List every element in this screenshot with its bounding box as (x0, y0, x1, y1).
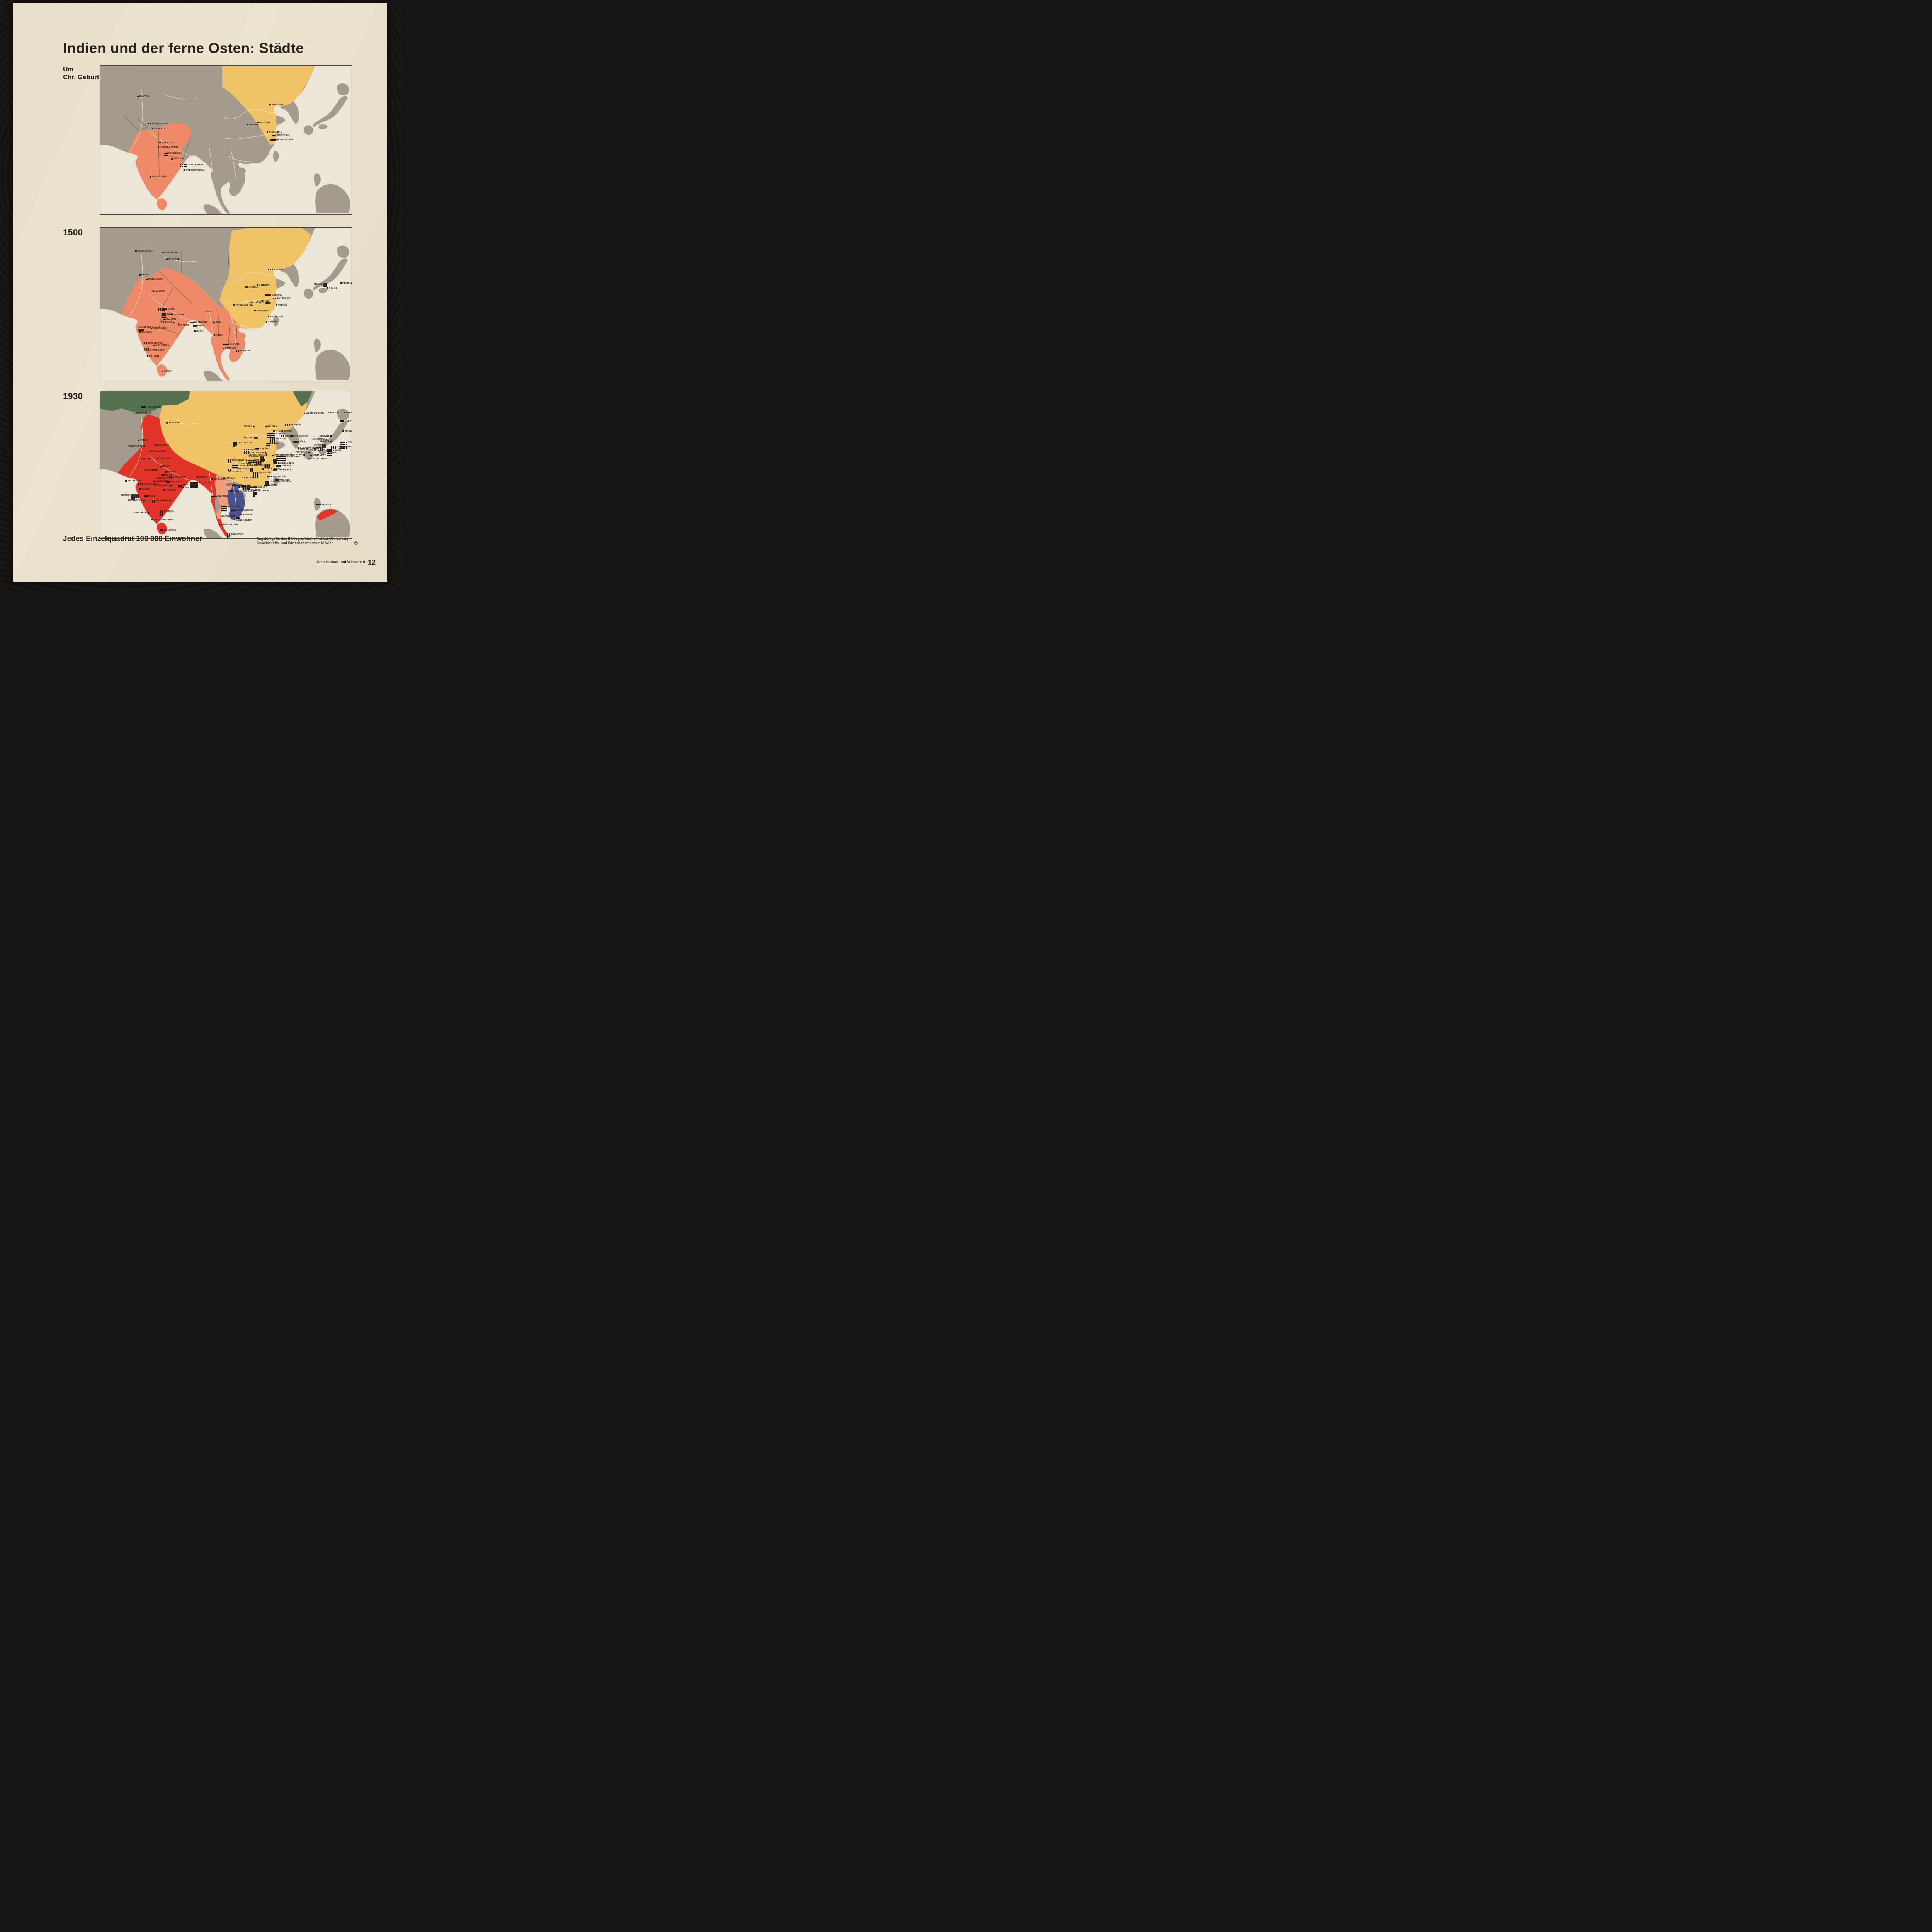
political-region (122, 267, 245, 380)
copyright-icon: © (354, 540, 358, 546)
rivers (129, 414, 277, 518)
political-region (159, 391, 308, 488)
footer-series-title: Gesellschaft und Wirtschaft (316, 560, 365, 564)
boundary-lines (123, 115, 191, 176)
paper-page: Indien und der ferne Osten: Städte Um Ch… (13, 3, 387, 582)
map-geography (100, 228, 352, 381)
map-1930: TASCHKENT SAMARKAND JARKAND WLADIWOSTOK KABU… (100, 391, 352, 539)
credits-block: Angefertigt für das Bibliographische Ins… (257, 537, 372, 546)
boundary-lines (158, 250, 238, 349)
political-region (216, 513, 230, 538)
period-label-antiquity: Um Chr. Geburt (63, 66, 99, 81)
credit-line-1: Angefertigt für das Bibliographische Ins… (257, 537, 349, 541)
page-footer: Gesellschaft und Wirtschaft 12 (316, 558, 376, 566)
atlas-plate: Indien und der ferne Osten: Städte Um Ch… (0, 0, 399, 591)
legend-caption: Jedes Einzelquadrat 100 000 Einwohner (63, 535, 202, 543)
political-region (293, 391, 312, 406)
credit-line-2: Gesellschafts- und Wirtschaftsmuseum in … (257, 541, 333, 545)
political-region (317, 509, 338, 521)
footer-page-number: 12 (367, 558, 376, 566)
political-region (157, 522, 167, 535)
map-geography (100, 391, 352, 538)
map-1500: SAMARKAND KASCHGAR JARKAND KABUL PESCHAWAR LA… (100, 227, 352, 381)
period-label-1500: 1500 (63, 227, 83, 237)
page-title: Indien und der ferne Osten: Städte (63, 40, 304, 56)
period-label-1930: 1930 (63, 391, 83, 401)
political-region (219, 228, 311, 330)
political-region (117, 414, 219, 524)
map-geography (100, 66, 352, 214)
map-antiquity: BAKTRA TAKSCHASILA SANGALA MATHURA INDRAPRAS… (100, 65, 352, 215)
political-region (100, 391, 190, 413)
political-region (157, 198, 167, 211)
political-region (222, 66, 315, 145)
